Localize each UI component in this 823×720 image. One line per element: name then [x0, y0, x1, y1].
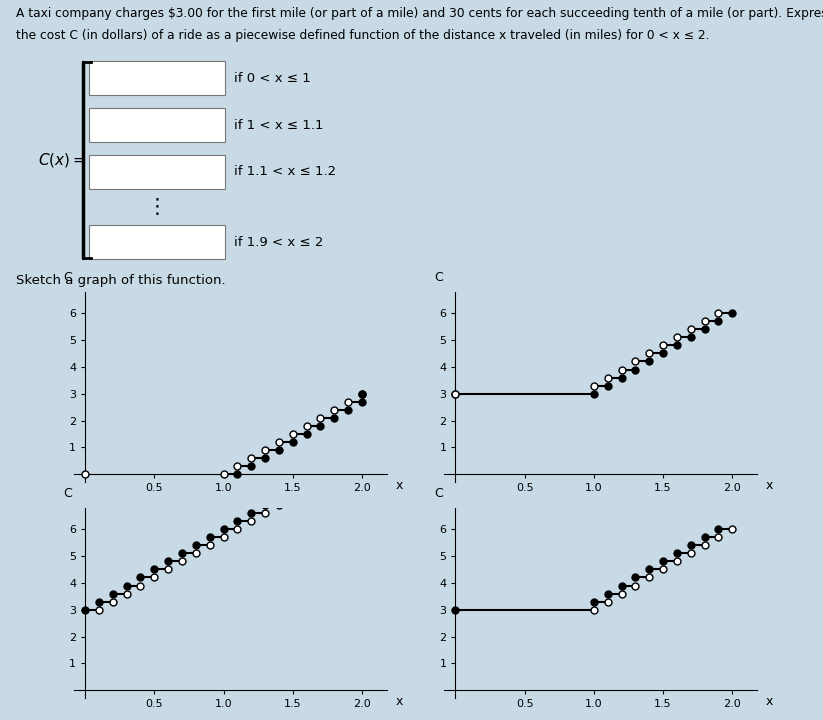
- Y-axis label: C: C: [63, 487, 72, 500]
- X-axis label: x: x: [396, 695, 403, 708]
- Text: if 1.9 < x ≤ 2: if 1.9 < x ≤ 2: [234, 235, 323, 248]
- X-axis label: x: x: [766, 695, 774, 708]
- Text: $C(x) =$: $C(x) =$: [38, 151, 86, 169]
- Text: if 1 < x ≤ 1.1: if 1 < x ≤ 1.1: [234, 119, 323, 132]
- FancyBboxPatch shape: [89, 225, 226, 259]
- X-axis label: x: x: [396, 479, 403, 492]
- FancyBboxPatch shape: [89, 61, 226, 95]
- Y-axis label: C: C: [63, 271, 72, 284]
- FancyBboxPatch shape: [89, 155, 226, 189]
- Text: A taxi company charges $3.00 for the first mile (or part of a mile) and 30 cents: A taxi company charges $3.00 for the fir…: [16, 7, 823, 20]
- Y-axis label: C: C: [434, 487, 443, 500]
- Text: ⋮: ⋮: [146, 197, 168, 217]
- X-axis label: x: x: [766, 479, 774, 492]
- Text: Sketch a graph of this function.: Sketch a graph of this function.: [16, 274, 226, 287]
- Y-axis label: C: C: [434, 271, 443, 284]
- Text: if 1.1 < x ≤ 1.2: if 1.1 < x ≤ 1.2: [234, 166, 336, 179]
- Text: the cost C (in dollars) of a ride as a piecewise defined function of the distanc: the cost C (in dollars) of a ride as a p…: [16, 29, 710, 42]
- Text: if 0 < x ≤ 1: if 0 < x ≤ 1: [234, 72, 310, 85]
- FancyBboxPatch shape: [89, 108, 226, 142]
